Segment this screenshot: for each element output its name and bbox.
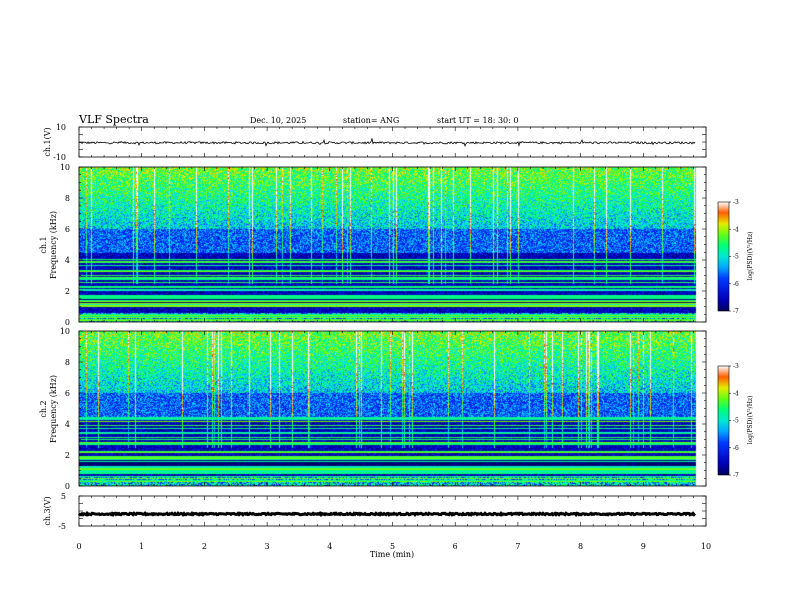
date-label: Dec. 10, 2025 <box>250 116 306 125</box>
freq-tick-label: 8 <box>65 194 70 203</box>
ch2-colorbar-label: log(PSD)(V²/Hz) <box>747 396 754 445</box>
colorbar-tick-label: -5 <box>733 418 739 425</box>
freq-tick-label: 6 <box>65 389 70 398</box>
time-tick-label: 8 <box>578 542 583 551</box>
freq-tick-label: 4 <box>65 256 70 265</box>
colorbar-tick-label: -7 <box>733 472 739 479</box>
ch3-waveform-ylabel: ch.3(V) <box>43 496 52 525</box>
time-tick-label: 9 <box>641 542 646 551</box>
colorbar-tick-label: -5 <box>733 254 739 261</box>
freq-tick-label: 6 <box>65 225 70 234</box>
start-time-label: start UT = 18: 30: 0 <box>437 116 518 125</box>
time-tick-label: 5 <box>390 542 395 551</box>
freq-tick-label: 2 <box>65 451 70 460</box>
ch2-spectrogram-ylabel-2: Frequency (kHz) <box>49 375 58 443</box>
ch2-colorbar-scale <box>717 365 730 476</box>
time-tick-label: 7 <box>515 542 520 551</box>
ch2-spectrogram-image <box>79 331 706 486</box>
time-tick-label: 1 <box>139 542 144 551</box>
colorbar-tick-label: -3 <box>733 363 739 370</box>
ch1-colorbar-label: log(PSD)(V²/Hz) <box>747 232 754 281</box>
ch2-spectrogram-ylabel-1: ch.2 <box>39 400 48 417</box>
colorbar-tick-label: -4 <box>733 390 739 397</box>
ch1-waveform-frame <box>78 126 707 158</box>
figure-title: VLF Spectra <box>78 113 149 126</box>
ch1-spectrogram-image <box>79 167 706 322</box>
time-tick-label: 6 <box>453 542 458 551</box>
ch1-ytick-bottom: -10 <box>53 153 66 162</box>
ch1-colorbar: -3 -4 -5 -6 -7 log(PSD)(V²/Hz) <box>717 199 754 315</box>
ch2-spectrogram-image-wrap <box>79 331 706 486</box>
colorbar-tick-label: -4 <box>733 226 739 233</box>
ch1-spectrogram-image-wrap <box>79 167 706 322</box>
ch2-colorbar: -3 -4 -5 -6 -7 log(PSD)(V²/Hz) <box>717 363 754 479</box>
ch1-waveform-panel: 10 -10 ch.1(V) <box>43 123 707 162</box>
colorbar-tick-label: -6 <box>733 281 739 288</box>
colorbar-tick-label: -7 <box>733 308 739 315</box>
colorbar-tick-label: -3 <box>733 199 739 206</box>
ch1-waveform-line <box>78 138 696 148</box>
time-tick-label: 10 <box>701 542 711 551</box>
freq-tick-label: 2 <box>65 287 70 296</box>
ch3-ytick-top: 5 <box>61 492 66 501</box>
ch1-ytick-top: 10 <box>56 123 66 132</box>
ch3-waveform-panel: 5 -5 ch.3(V) <box>43 492 707 531</box>
time-axis: 0123456789100 <box>76 126 711 551</box>
ch3-waveform-frame <box>78 495 707 527</box>
freq-tick-label: 8 <box>65 358 70 367</box>
freq-tick-label: 10 <box>60 163 70 172</box>
ch1-spectrogram-ylabel-1: ch.1 <box>39 236 48 253</box>
ch3-waveform-line <box>77 510 697 518</box>
time-tick-label: 4 <box>327 542 332 551</box>
freq-tick-label: 10 <box>60 327 70 336</box>
ch1-spectrogram-panel: 0 2 4 6 8 10 ch.1 Frequency (kHz) <box>39 163 707 327</box>
time-tick-label: 3 <box>265 542 270 551</box>
colorbar-tick-label: -6 <box>733 445 739 452</box>
time-tick-label: 0 <box>76 542 81 551</box>
station-label: station= ANG <box>343 116 399 125</box>
ch1-spectrogram-ylabel-2: Frequency (kHz) <box>49 211 58 279</box>
ch1-waveform-ylabel: ch.1(V) <box>43 127 52 156</box>
time-tick-label: 2 <box>202 542 207 551</box>
freq-tick-label: 0 <box>65 482 70 491</box>
ch2-spectrogram-panel: 0 2 4 6 8 10 ch.2 Frequency (kHz) <box>39 327 707 491</box>
freq-tick-label: 0 <box>65 318 70 327</box>
ch1-colorbar-scale <box>717 201 730 312</box>
ch3-ytick-bottom: -5 <box>58 522 66 531</box>
time-axis-label: Time (min) <box>370 550 414 559</box>
freq-tick-label: 4 <box>65 420 70 429</box>
